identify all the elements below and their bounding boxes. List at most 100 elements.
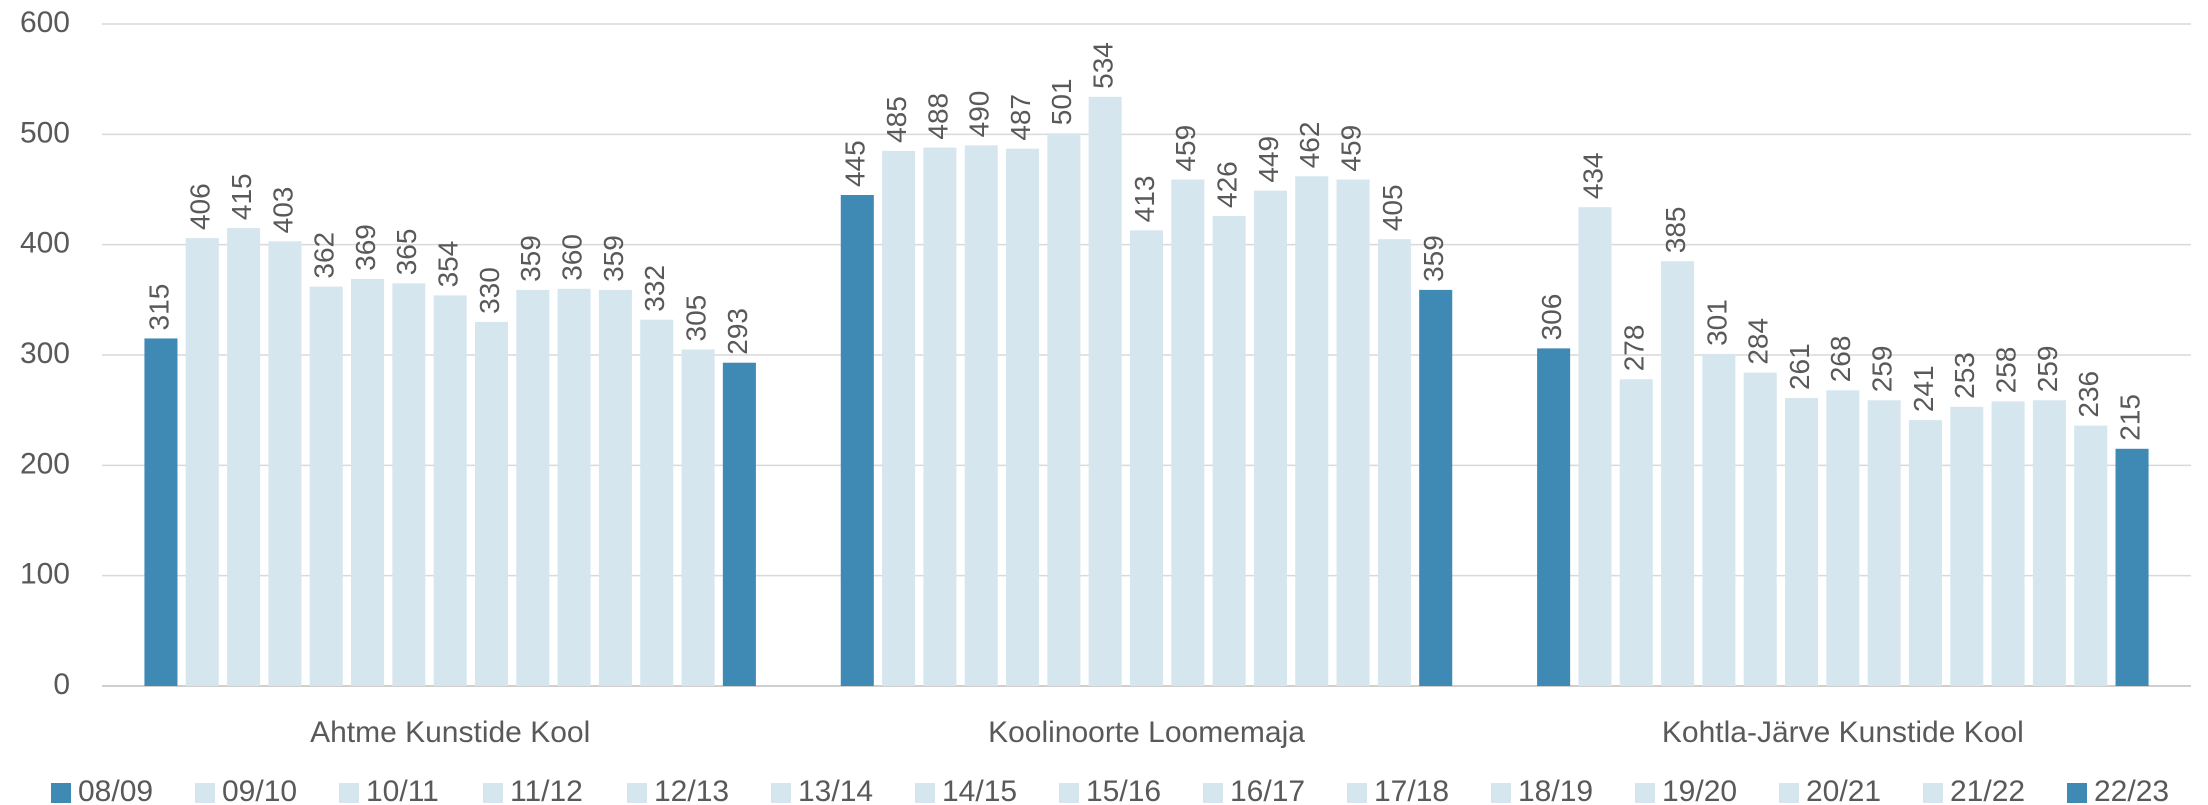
data-label: 278 bbox=[1619, 325, 1650, 372]
data-label: 415 bbox=[226, 173, 257, 220]
bar bbox=[882, 150, 916, 687]
legend-label: 18/19 bbox=[1518, 775, 1593, 805]
data-label: 354 bbox=[433, 241, 464, 288]
data-label: 501 bbox=[1046, 79, 1077, 126]
data-label: 305 bbox=[680, 295, 711, 342]
data-label: 369 bbox=[350, 224, 381, 271]
data-label: 306 bbox=[1536, 294, 1567, 341]
legend-label: 09/10 bbox=[222, 775, 297, 805]
data-label: 488 bbox=[922, 93, 953, 140]
data-label: 403 bbox=[267, 187, 298, 234]
data-label: 284 bbox=[1743, 318, 1774, 365]
data-label: 236 bbox=[2073, 371, 2104, 418]
data-label: 359 bbox=[1418, 235, 1449, 282]
data-label: 241 bbox=[1908, 365, 1939, 412]
bar bbox=[1826, 390, 1860, 686]
bar bbox=[309, 286, 343, 686]
data-label: 459 bbox=[1335, 125, 1366, 172]
legend-label: 21/22 bbox=[1950, 775, 2025, 805]
bar bbox=[1908, 420, 1942, 686]
bar bbox=[681, 349, 715, 686]
bar bbox=[185, 238, 219, 686]
data-label: 330 bbox=[474, 267, 505, 314]
y-tick-label: 0 bbox=[53, 668, 70, 701]
bar bbox=[268, 241, 302, 686]
legend-swatch bbox=[51, 783, 71, 803]
bar bbox=[1419, 289, 1453, 686]
legend-label: 13/14 bbox=[798, 775, 873, 805]
legend-swatch bbox=[915, 783, 935, 803]
bar bbox=[1537, 348, 1571, 686]
bar bbox=[1088, 96, 1122, 686]
bar bbox=[144, 338, 178, 686]
bar bbox=[1619, 379, 1653, 686]
data-label: 215 bbox=[2114, 394, 2145, 441]
data-label: 332 bbox=[639, 265, 670, 312]
x-tick-label: Koolinoorte Loomemaja bbox=[988, 716, 1305, 749]
bar bbox=[1867, 400, 1901, 686]
legend-swatch bbox=[1635, 783, 1655, 803]
data-label: 359 bbox=[515, 235, 546, 282]
y-tick-label: 600 bbox=[20, 6, 70, 39]
data-label: 405 bbox=[1377, 184, 1408, 231]
data-label: 365 bbox=[391, 229, 422, 276]
legend-label: 16/17 bbox=[1230, 775, 1305, 805]
legend-swatch bbox=[195, 783, 215, 803]
data-label: 293 bbox=[722, 308, 753, 355]
legend-swatch bbox=[1347, 783, 1367, 803]
legend-label: 15/16 bbox=[1086, 775, 1161, 805]
data-label: 485 bbox=[881, 96, 912, 143]
legend-swatch bbox=[1491, 783, 1511, 803]
bar bbox=[840, 195, 874, 686]
bar bbox=[964, 145, 998, 686]
legend-label: 08/09 bbox=[78, 775, 153, 805]
bar bbox=[1253, 190, 1287, 686]
legend-label: 14/15 bbox=[942, 775, 1017, 805]
legend-label: 10/11 bbox=[366, 775, 439, 805]
bar bbox=[923, 147, 957, 686]
data-label: 253 bbox=[1949, 352, 1980, 399]
bar bbox=[557, 288, 591, 686]
data-label: 360 bbox=[557, 234, 588, 281]
legend-swatch bbox=[1923, 783, 1943, 803]
data-label: 459 bbox=[1170, 125, 1201, 172]
legend-label: 19/20 bbox=[1662, 775, 1737, 805]
legend-swatch bbox=[2067, 783, 2087, 803]
data-label: 315 bbox=[143, 284, 174, 331]
data-label: 406 bbox=[185, 183, 216, 230]
data-label: 487 bbox=[1005, 94, 1036, 141]
bar bbox=[1006, 148, 1040, 687]
data-label: 259 bbox=[1867, 346, 1898, 393]
bar bbox=[474, 321, 509, 686]
y-tick-label: 500 bbox=[20, 116, 70, 149]
legend-swatch bbox=[1203, 783, 1223, 803]
bar bbox=[1047, 133, 1081, 687]
data-label: 462 bbox=[1294, 122, 1325, 169]
bar bbox=[1171, 179, 1205, 686]
y-tick-label: 400 bbox=[20, 227, 70, 260]
legend-label: 22/23 bbox=[2094, 775, 2169, 805]
bar bbox=[2074, 425, 2108, 686]
data-label: 362 bbox=[309, 232, 340, 279]
bar bbox=[392, 283, 426, 686]
bar bbox=[1295, 176, 1329, 686]
bar bbox=[2032, 400, 2066, 686]
y-tick-label: 300 bbox=[20, 337, 70, 370]
bar bbox=[1336, 179, 1370, 686]
bar bbox=[516, 289, 550, 686]
data-label: 490 bbox=[964, 91, 995, 138]
legend-label: 17/18 bbox=[1374, 775, 1449, 805]
bar bbox=[1377, 239, 1411, 686]
bar bbox=[1991, 401, 2025, 686]
legend-swatch bbox=[1779, 783, 1799, 803]
bar bbox=[722, 362, 756, 686]
bar bbox=[1578, 207, 1612, 687]
y-tick-label: 100 bbox=[20, 558, 70, 591]
bar bbox=[1784, 398, 1819, 686]
bar bbox=[1950, 406, 1984, 686]
legend-label: 11/12 bbox=[510, 775, 583, 805]
bar bbox=[640, 319, 674, 686]
legend-swatch bbox=[1059, 783, 1079, 803]
bar bbox=[227, 228, 261, 686]
